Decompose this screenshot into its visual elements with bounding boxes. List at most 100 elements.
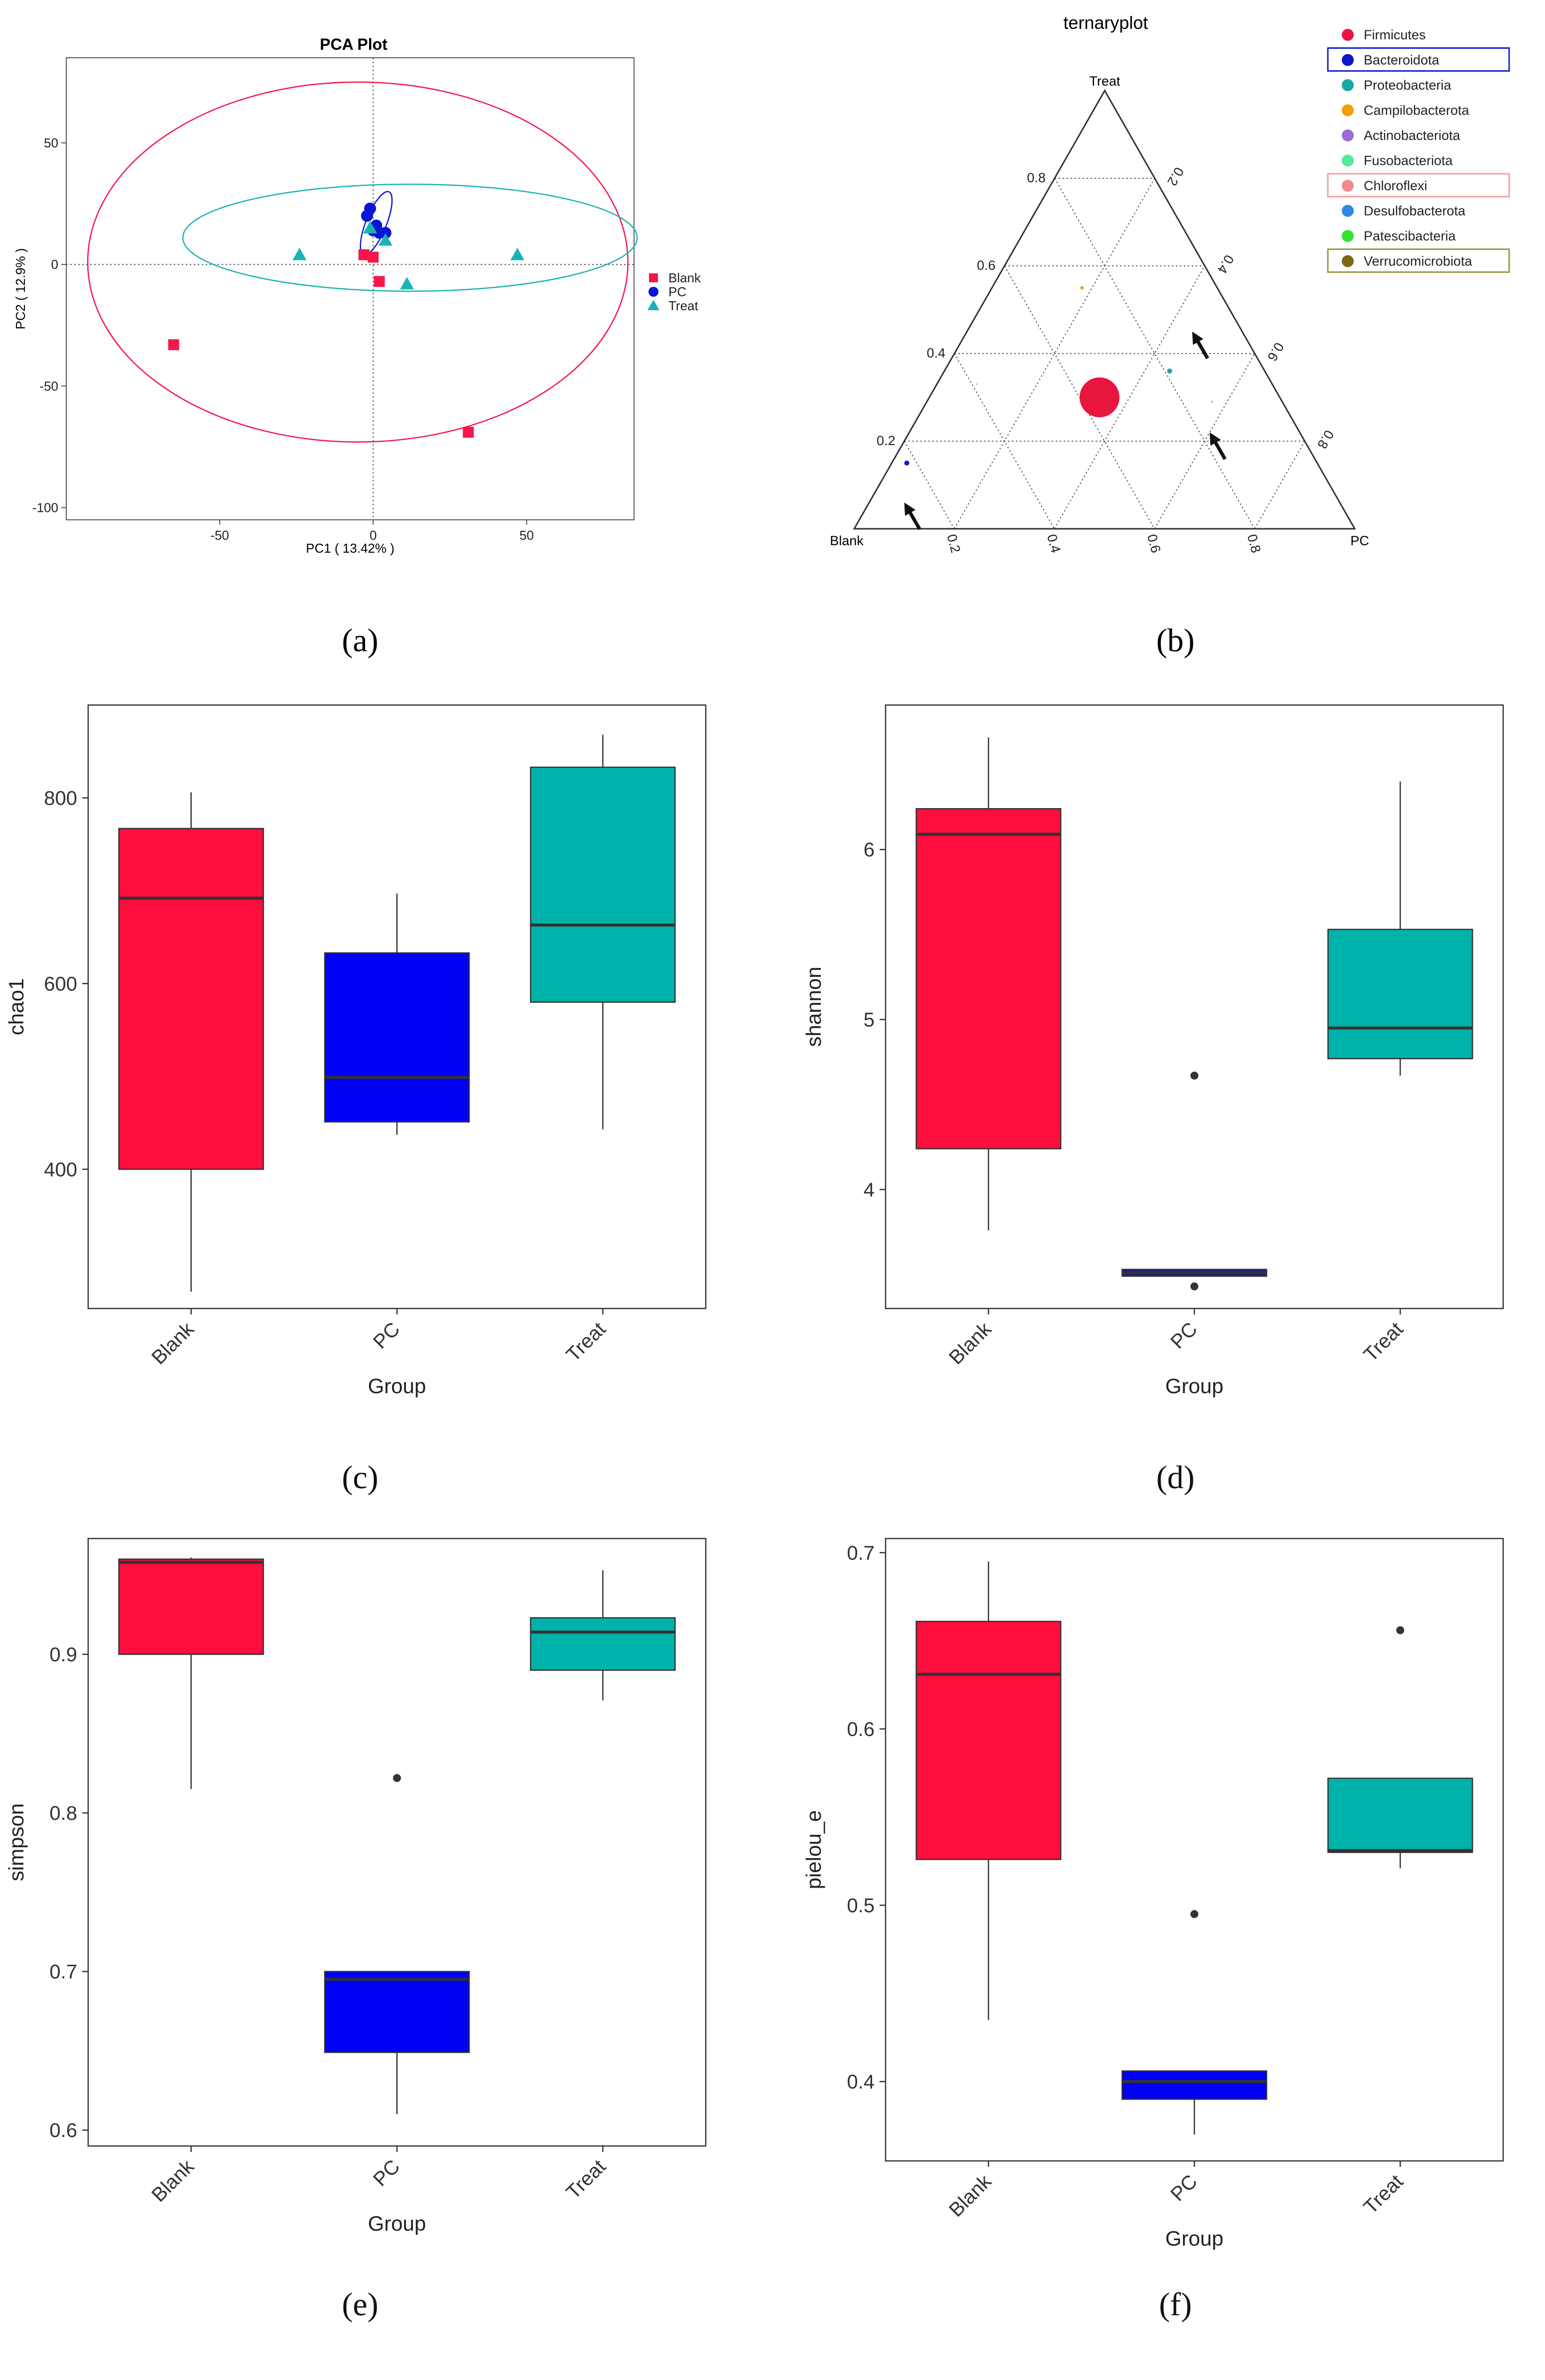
chao1-y-axis-label: chao1 [4, 978, 28, 1035]
ternary-point-bacteroidota [904, 461, 909, 466]
shannon-outlier [1190, 1282, 1198, 1291]
ternary-tick-bottom: 0.6 [1144, 533, 1163, 555]
ternary-arrow-head [1209, 432, 1221, 446]
caption-b: (b) [1157, 622, 1195, 659]
ternary-point-proteobacteria [1167, 368, 1172, 374]
pca-point-blank [168, 339, 179, 351]
ternary-ticks: 0.2 0.4 0.6 0.8 0.2 0.4 0.6 0.8 0.8 0.6 0.4 0.2 [877, 165, 1337, 555]
ternary-legend-marker [1342, 230, 1354, 242]
pca-title: PCA Plot [320, 35, 387, 53]
pca-legend-label: Blank [668, 270, 701, 285]
ternary-arrow-shaft [1212, 439, 1227, 460]
simpson-x-tick-label: PC [369, 2155, 404, 2190]
ternary-gridline-pc [1254, 441, 1305, 529]
simpson-outlier [393, 1774, 401, 1782]
ternary-tick-right: 0.4 [1214, 252, 1237, 276]
panel-d-shannon: 4 5 6 Blank PC Treat Group shannon [802, 704, 1504, 1398]
ternary-legend-label: Chloroflexi [1364, 178, 1427, 193]
ternary-tick-left: 0.2 [877, 433, 896, 448]
simpson-x-axis-label: Group [368, 2212, 426, 2235]
pielou-e-y-tick-label: 0.7 [847, 1542, 875, 1564]
pca-x-tick-label: 0 [370, 528, 377, 543]
ternary-frame [853, 89, 1356, 530]
simpson-y-tick-label: 0.6 [49, 2120, 77, 2142]
chao1-x-tick-label: PC [369, 1318, 404, 1353]
simpson-box-pc [324, 1971, 470, 2053]
pielou-e-x-tick-label: PC [1166, 2170, 1201, 2205]
pca-legend-marker-pc [648, 287, 658, 297]
pielou-e-x-axis-label: Group [1165, 2227, 1224, 2250]
ternary-gridline-blank [954, 353, 1055, 529]
pielou-e-y-tick-label: 0.6 [847, 1718, 875, 1740]
pca-x-axis-label: PC1 ( 13.42% ) [306, 541, 394, 556]
ternary-gridline-pc [1054, 265, 1205, 529]
caption-c: (c) [342, 1459, 378, 1496]
ternary-gridline-pc [1154, 353, 1256, 529]
pca-point-treat [510, 247, 524, 260]
pca-y-tick-label: 0 [51, 257, 58, 272]
ternary-legend-label: Verrucomicrobiota [1364, 254, 1473, 269]
chao1-x-tick-label: Blank [147, 1318, 199, 1369]
ternary-legend-label: Actinobacteriota [1364, 128, 1461, 143]
ternary-legend-marker [1342, 104, 1354, 117]
ternary-legend-label: Fusobacteriota [1364, 153, 1453, 168]
chao1-y-tick-label: 600 [44, 973, 77, 995]
pca-point-blank [368, 251, 379, 263]
ternary-tick-left: 0.6 [977, 258, 996, 273]
ternary-title: ternaryplot [1063, 12, 1148, 33]
pca-ellipse-blank [87, 81, 629, 443]
pca-point-blank [358, 249, 370, 260]
pca-ticks: -50 0 50 -100 -50 0 50 [32, 135, 534, 543]
ternary-arrow-head [904, 502, 915, 516]
chao1-y-tick-label: 400 [44, 1159, 77, 1181]
ternary-legend-highlight-box [1327, 47, 1510, 72]
shannon-outlier [1190, 1071, 1198, 1080]
ternary-axis-blank: Blank [830, 533, 864, 548]
ternary-legend-marker [1342, 154, 1354, 167]
pca-points [168, 202, 524, 438]
ternary-tick-bottom: 0.4 [1044, 533, 1063, 555]
ternary-point-firmicutes [1079, 377, 1120, 417]
ternary-gridline-blank [903, 441, 955, 529]
ternary-axis-treat: Treat [1089, 74, 1121, 89]
ternary-tick-left: 0.4 [927, 346, 946, 360]
ternary-legend-marker [1342, 29, 1354, 41]
ternary-points [904, 286, 1214, 466]
caption-a: (a) [342, 622, 378, 659]
ternary-legend-marker [1342, 205, 1354, 217]
pca-y-tick-label: 50 [44, 135, 58, 150]
ternary-tick-left: 0.8 [1027, 170, 1046, 185]
pielou-e-outlier [1190, 1910, 1198, 1918]
ternary-legend-marker [1342, 129, 1354, 141]
shannon-x-tick-label: Treat [1360, 1318, 1408, 1366]
ternary-legend-marker [1342, 54, 1354, 66]
chao1-x-axis-label: Group [368, 1374, 426, 1398]
ternary-arrow-shaft [1195, 338, 1209, 359]
ternary-legend-label: Desulfobacterota [1364, 204, 1466, 219]
chao1-x-tick-label: Treat [562, 1318, 610, 1366]
pca-x-tick-label: 50 [519, 528, 534, 543]
pca-y-tick-label: -100 [32, 500, 58, 515]
ternary-tick-right: 0.8 [1314, 428, 1337, 452]
pca-legend-label: PC [668, 284, 686, 299]
ternary-legend-highlight-box [1327, 248, 1510, 273]
ternary-legend-label: Firmicutes [1364, 27, 1426, 42]
ternary-legend-marker [1342, 79, 1354, 91]
ternary-legend-marker [1342, 255, 1354, 267]
ternary-point-campilobacterota [1080, 286, 1084, 290]
pca-x-tick-label: -50 [210, 528, 229, 543]
ternary-legend-label: Campilobacterota [1364, 103, 1470, 118]
panel-f-pielou: 0.4 0.5 0.6 0.7 Blank PC Treat Group pielou_e [802, 1538, 1504, 2250]
pielou-e-box-pc [1121, 2070, 1268, 2100]
pca-point-treat [400, 277, 414, 290]
pca-point-blank [463, 427, 474, 438]
shannon-y-tick-label: 4 [864, 1179, 875, 1201]
pielou-e-box-blank [915, 1621, 1061, 1860]
pielou-e-y-tick-label: 0.4 [847, 2071, 875, 2093]
shannon-box-blank [915, 808, 1061, 1150]
ternary-arrow-shaft [907, 509, 921, 530]
pca-legend-label: Treat [668, 298, 698, 313]
simpson-y-axis-label: simpson [4, 1803, 28, 1881]
shannon-x-tick-label: PC [1166, 1318, 1201, 1353]
